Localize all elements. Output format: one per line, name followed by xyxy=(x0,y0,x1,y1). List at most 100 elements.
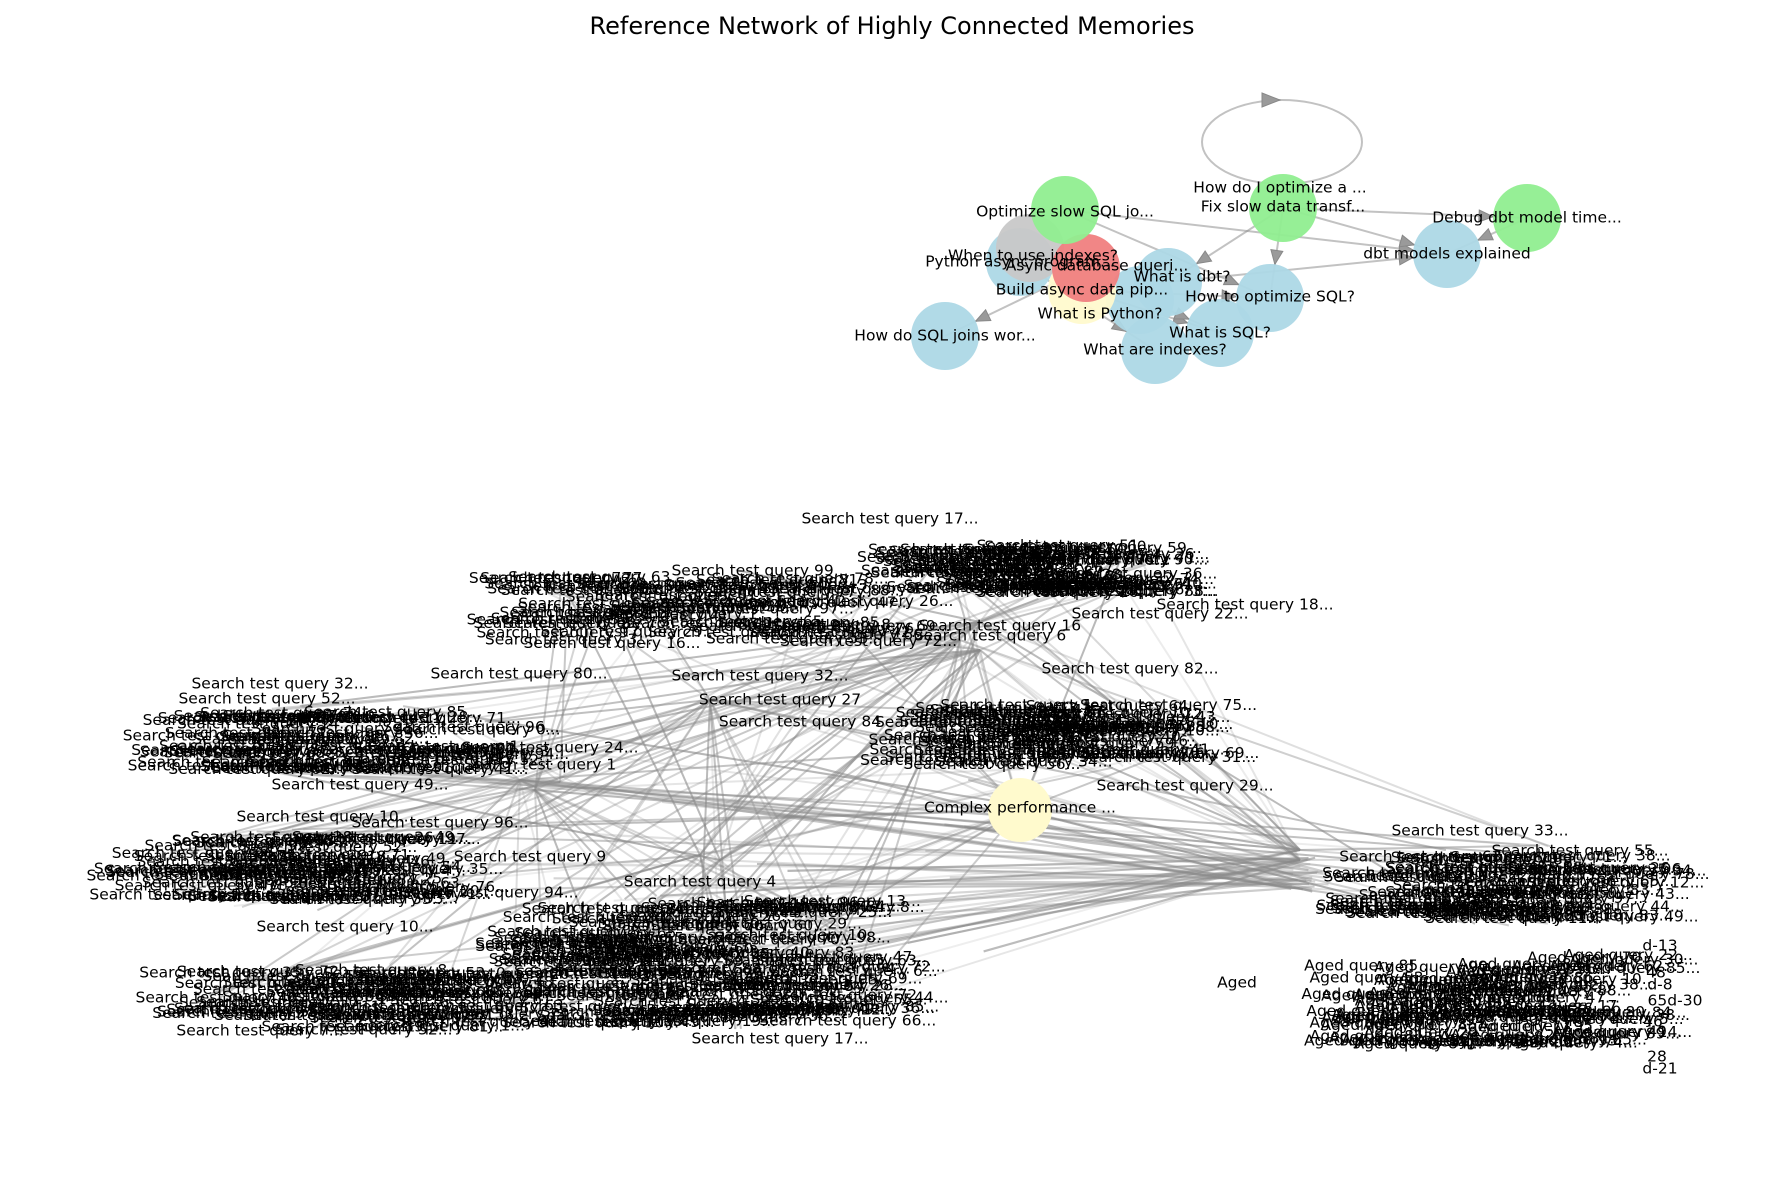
dense-edge xyxy=(719,551,1126,861)
dense-edge xyxy=(488,639,961,982)
dense-node-label: Search test query 59... xyxy=(1335,868,1512,886)
dense-node-label: Search test query 15... xyxy=(172,832,349,850)
node-complex xyxy=(988,778,1052,842)
dense-node-label: Aged query 88... xyxy=(1502,982,1631,1000)
dense-node-label: Aged query 84... xyxy=(1557,1004,1686,1022)
dense-edge xyxy=(709,699,854,978)
dense-node-label: Search test query 77... xyxy=(719,898,896,916)
dense-node-label: Search test query 91... xyxy=(886,578,1063,596)
top-edge-arrow xyxy=(1195,250,1213,265)
dense-node-label: Aged query 48... xyxy=(1464,983,1593,1001)
dense-edge xyxy=(563,585,701,856)
dense-node-label: Search test query 1... xyxy=(622,614,789,632)
dense-node-label: Search test query 36... xyxy=(1392,876,1569,894)
top-node-label: Fix slow data transf... xyxy=(1201,198,1365,216)
dense-edge xyxy=(435,708,721,861)
dense-node-label: Aged query 10... xyxy=(1528,970,1657,988)
dense-node-label: Aged query 89... xyxy=(1304,1032,1433,1050)
dense-node-label: Search test query 55... xyxy=(750,990,927,1008)
dense-label-layer: Search test query 35...Search test query… xyxy=(86,537,1709,1053)
dense-node-label: Search test query 98... xyxy=(714,929,891,947)
dense-edge xyxy=(316,621,981,912)
top-node-label: How to optimize SQL? xyxy=(1185,288,1355,306)
dense-edge xyxy=(927,765,1328,874)
dense-node-label: Search test query 22... xyxy=(545,958,722,976)
dense-node-label: Aged query 2... xyxy=(1355,997,1474,1015)
dense-node-label: Aged query 74... xyxy=(1509,1034,1638,1052)
dense-edge xyxy=(519,779,555,918)
dense-node-label: Search test query 71... xyxy=(919,711,1096,729)
dense-node-label: Search test query 28... xyxy=(608,597,785,615)
dense-edge xyxy=(510,854,701,1007)
dense-node-label: Search test query 10... xyxy=(705,926,882,944)
dense-node-label: Search test query 17... xyxy=(1344,903,1521,921)
group-node-label: 65d-30 xyxy=(1648,992,1703,1010)
dense-node-label: Search test query 90... xyxy=(1428,899,1605,917)
dense-node-label: Search test query 29... xyxy=(89,886,266,904)
dense-node-label: Aged query 95... xyxy=(1479,1017,1608,1035)
dense-node-label: Search test query 74... xyxy=(406,1005,583,1023)
dense-node-label: Search test query 66... xyxy=(112,844,289,862)
dense-node-label: Aged query 81... xyxy=(1310,1027,1439,1045)
dense-node-label: Search test query 49... xyxy=(1521,908,1698,926)
dense-edge xyxy=(613,649,981,971)
top-node-label: Async database queri... xyxy=(1006,257,1189,275)
dense-node-label: Aged query 30... xyxy=(1569,950,1698,968)
dense-node-label: Search test query 44... xyxy=(1436,879,1613,897)
dense-edge xyxy=(1097,545,1301,861)
dense-edge xyxy=(587,579,1301,851)
group-node-label: Search test query 80... xyxy=(430,665,607,683)
dense-edge xyxy=(979,649,1124,767)
dense-node-label: Search test query 46... xyxy=(268,852,445,870)
top-edge-arrow xyxy=(974,308,992,322)
dense-node-label: Search test query 87... xyxy=(610,977,787,995)
dense-edge xyxy=(534,789,626,1023)
dense-node-label: Search test query 11... xyxy=(1425,909,1602,927)
dense-edge xyxy=(1019,551,1125,811)
dense-node-label: Search test query 94... xyxy=(922,729,1099,747)
dense-node-label: Search test query 78... xyxy=(208,888,385,906)
dense-node-label: Search test query 52... xyxy=(282,987,459,1005)
dense-node-label: Search test query 81... xyxy=(631,971,808,989)
dense-node-label: Search test query 88... xyxy=(530,964,707,982)
dense-node-label: Search test query 69... xyxy=(582,952,759,970)
dense-edge xyxy=(157,779,521,878)
dense-node-label: Search test query 12... xyxy=(538,977,715,995)
dense-edge xyxy=(468,859,721,1027)
group-node-label: Search test query 7... xyxy=(176,1022,343,1040)
group-node-label: Search test query 29... xyxy=(1096,777,1273,795)
dense-node-label: Search test query 1... xyxy=(256,736,423,754)
dense-node-label: Search test query 9... xyxy=(359,758,526,776)
dense-node-label: Search test query 42... xyxy=(684,592,861,610)
dense-node-label: Search test query 43... xyxy=(308,1003,485,1021)
dense-node-label: Search test query 0... xyxy=(393,721,560,739)
dense-node-label: Aged query 25... xyxy=(1442,993,1571,1011)
dense-edge xyxy=(481,621,981,979)
dense-edge xyxy=(170,781,561,854)
dense-node-label: Search test query 22... xyxy=(105,861,282,879)
dense-node-label: Search test query 93... xyxy=(487,580,664,598)
dense-node-label: Aged query 80... xyxy=(1531,1003,1660,1021)
dense-edge xyxy=(979,649,1039,701)
dense-node-label: Search test query 48... xyxy=(391,973,568,991)
dense-node-label: Aged query 51... xyxy=(1321,986,1450,1004)
dense-node-label: Search test query 8... xyxy=(739,616,906,634)
top-edge-arrow xyxy=(1476,227,1495,241)
dense-node-label: Search test query 25... xyxy=(1421,858,1598,876)
dense-node-label: Search test query 97... xyxy=(476,623,653,641)
dense-node-label: Search test query 8... xyxy=(1386,860,1553,878)
dense-edge xyxy=(1019,809,1520,846)
dense-edge xyxy=(617,649,981,1022)
dense-node-label: Aged query 51... xyxy=(1504,1007,1633,1025)
dense-edge xyxy=(307,699,711,1035)
dense-node-label: Aged query 87... xyxy=(1374,971,1503,989)
dense-node-label: Search test query 21... xyxy=(175,974,352,992)
dense-edge xyxy=(793,760,1313,893)
top-node-label: What are indexes? xyxy=(1083,341,1226,359)
dense-node-label: Search test query 71... xyxy=(344,709,521,727)
dense-node-label: Search test query 33... xyxy=(1323,867,1500,885)
dense-node-label: Aged query 20... xyxy=(1451,1003,1580,1021)
hub-node-label: Search test query 9 xyxy=(454,848,606,866)
dense-edge xyxy=(945,555,1021,811)
dense-node-label: Search test query 28... xyxy=(974,582,1151,600)
